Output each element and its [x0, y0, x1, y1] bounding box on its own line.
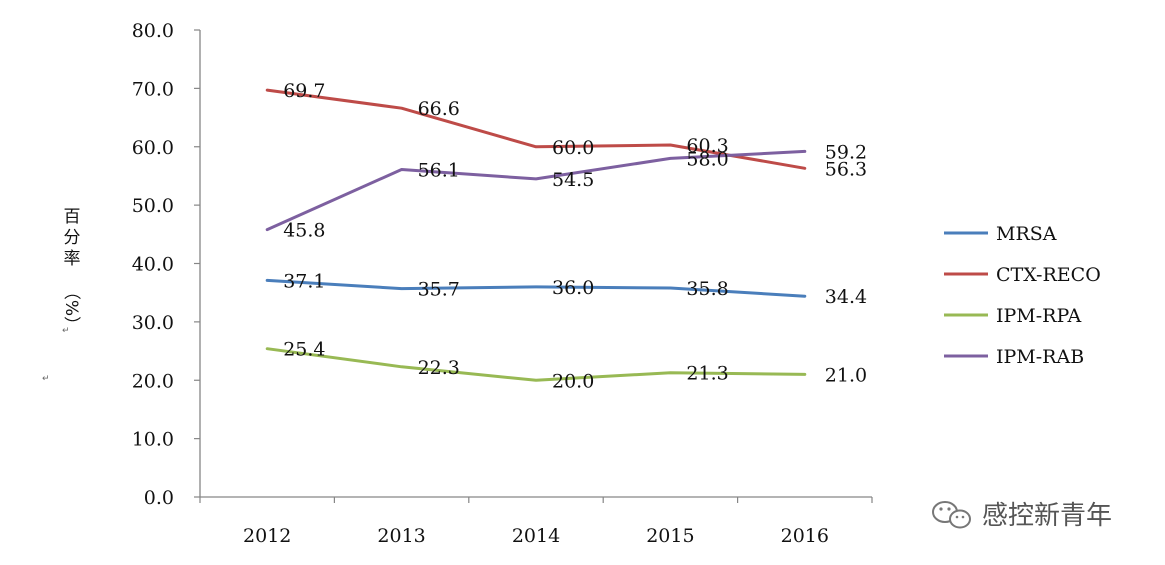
paragraph-mark: ↵ [42, 374, 50, 384]
data-label-ipm-rpa: 22.3 [418, 357, 460, 379]
legend-label: IPM-RAB [996, 346, 1084, 368]
legend-label: MRSA [996, 223, 1057, 245]
data-label-mrsa: 35.7 [418, 279, 460, 301]
data-label-ipm-rpa: 25.4 [283, 339, 325, 361]
paragraph-mark: ↵ [62, 326, 70, 336]
data-label-ipm-rpa: 21.3 [686, 363, 728, 385]
data-label-ipm-rab: 56.1 [418, 160, 460, 182]
chart-data-labels: 37.1 35.7 36.0 35.8 34.4 69.7 66.6 60.0 60.3 56.3… [283, 80, 867, 392]
legend-label: CTX-RECO [996, 264, 1101, 286]
y-tick-label: 70.0 [132, 78, 174, 100]
data-label-mrsa: 37.1 [283, 270, 325, 292]
data-label-ctx-reco: 60.3 [686, 135, 728, 157]
legend-label: IPM-RPA [996, 305, 1082, 327]
data-label-ipm-rab: 58.0 [686, 148, 728, 170]
y-tick-label: 30.0 [132, 312, 174, 334]
y-tick-label: 80.0 [132, 20, 174, 42]
data-label-mrsa: 34.4 [825, 286, 867, 308]
y-axis-label-char: 率 [64, 249, 81, 269]
y-axis-label-char: 百 [64, 207, 81, 227]
series-line-ipm-rpa [265, 347, 807, 382]
data-label-ipm-rpa: 20.0 [552, 370, 594, 392]
x-tick-label: 2016 [781, 525, 829, 547]
x-tick-label: 2013 [377, 525, 425, 547]
y-tick-label: 40.0 [132, 254, 174, 276]
y-tick-label: 20.0 [132, 370, 174, 392]
data-label-ctx-reco: 56.3 [825, 158, 867, 180]
y-axis-label-char: 分 [64, 228, 81, 248]
data-label-ipm-rab: 59.2 [825, 141, 867, 163]
data-label-mrsa: 35.8 [686, 278, 728, 300]
y-tick-label: 10.0 [132, 429, 174, 451]
series-line-ipm-rab [265, 149, 807, 232]
x-tick-label: 2012 [243, 525, 291, 547]
y-tick-label: 50.0 [132, 195, 174, 217]
series-line-ctx-reco [265, 88, 807, 170]
y-axis-label: 百分率（%）↵↵ [42, 207, 81, 384]
watermark-text: 感控新青年 [982, 501, 1112, 531]
data-label-ipm-rpa: 21.0 [825, 364, 867, 386]
data-label-mrsa: 36.0 [552, 277, 594, 299]
chart-series [265, 88, 807, 382]
data-label-ipm-rab: 54.5 [552, 169, 594, 191]
watermark: 感控新青年 [932, 501, 1112, 531]
data-label-ctx-reco: 69.7 [283, 80, 325, 102]
x-tick-label: 2015 [646, 525, 694, 547]
data-label-ctx-reco: 66.6 [418, 98, 460, 120]
x-tick-label: 2014 [512, 525, 560, 547]
chart-legend: MRSA CTX-RECO IPM-RPA IPM-RAB [944, 223, 1101, 368]
y-tick-label: 60.0 [132, 137, 174, 159]
y-tick-label: 0.0 [144, 487, 174, 509]
y-axis-label-unit: （%） [61, 283, 81, 333]
chart-axes: 0.0 10.0 20.0 30.0 40.0 50.0 60.0 70.0 80.0 2012 2… [132, 20, 873, 547]
series-line-mrsa [265, 278, 807, 298]
data-label-ipm-rab: 45.8 [283, 220, 325, 242]
data-label-ctx-reco: 60.0 [552, 137, 594, 159]
wechat-icon [932, 501, 971, 529]
